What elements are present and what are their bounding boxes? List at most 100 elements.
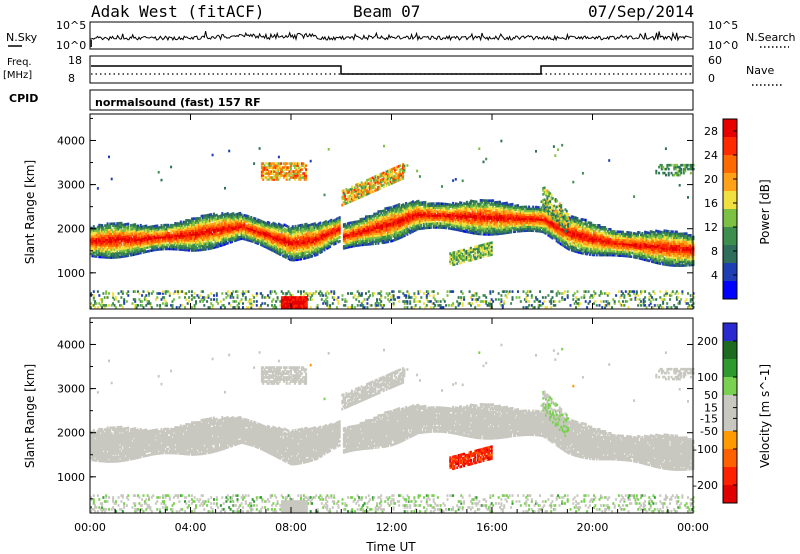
nave-tick-top: 60 [708,54,722,67]
power-cell [426,304,428,307]
power-cell [489,290,491,293]
power-cell [234,306,236,309]
power-cell [492,300,494,303]
power-cell [452,290,454,293]
power-cell [241,213,243,216]
power-cell [393,290,395,293]
power-cell [405,294,407,297]
power-cell [191,290,193,293]
power-cell [245,296,247,299]
power-cell [329,304,331,307]
power-cell [364,306,366,309]
power-cell [498,298,500,301]
power-cell [452,179,454,182]
power-cell [326,300,328,303]
power-cell [339,236,341,239]
power-cell [127,223,129,226]
power-cell [127,294,129,297]
power-cell [441,185,443,188]
power-cell [96,302,98,305]
power-cell [459,302,461,305]
power-cell [216,292,218,295]
power-cell [500,298,502,301]
power-cell [185,298,187,301]
power-cell [357,304,359,307]
power-cell [206,300,208,303]
power-cell [369,294,371,297]
power-cell [108,292,110,295]
power-cell [172,304,174,307]
nave-tick-bottom: 0 [708,72,715,85]
power-cell [366,306,368,309]
power-cell [424,201,426,204]
power-cell [447,294,449,297]
power-cell [351,292,353,295]
power-cell [371,304,373,307]
power-cell [478,304,480,307]
power-cell [170,166,172,169]
power-cell [419,300,421,303]
power-cell [406,300,408,303]
power-cell [145,294,147,297]
power-cell [224,306,226,309]
power-cell [253,300,255,303]
power-cell [393,302,395,305]
power-cell [208,294,210,297]
power-cell [423,292,425,295]
power-cell [223,298,225,301]
power-cell [256,300,258,303]
power-cell [188,290,190,293]
power-cell [478,147,480,150]
power-cell [194,292,196,295]
power-cell [176,306,178,309]
power-cell [256,292,258,295]
power-cell [227,294,229,297]
power-cell [138,292,140,295]
power-cell [241,298,243,301]
power-cell [282,292,284,295]
power-cell [254,217,256,220]
power-cell [442,306,444,309]
power-cell [107,296,109,299]
power-cell [94,306,96,309]
power-cell [333,290,335,293]
power-cell [166,302,168,305]
power-cell [122,306,124,309]
power-cell [118,300,120,303]
power-cell [460,296,462,299]
power-cell [238,306,240,309]
power-cell [237,290,239,293]
power-cell [268,296,270,299]
power-cell [427,290,429,293]
power-cell [415,296,417,299]
power-cell [132,302,134,305]
power-cell [178,296,180,299]
power-cell [148,292,150,295]
power-cell [411,296,413,299]
power-cell [134,290,136,293]
power-cell [143,290,145,293]
power-cell [393,294,395,297]
nsearch-label: N.Search [746,31,796,44]
power-cell [433,294,435,297]
power-cell [194,296,196,299]
power-cell [471,302,473,305]
power-cell [498,292,500,295]
power-cell [159,292,161,295]
power-cell [376,298,378,301]
power-cell [199,294,201,297]
power-cell [339,240,341,243]
power-cell [126,300,128,303]
power-cell [115,306,117,309]
power-cell [447,290,449,293]
power-cell [310,306,312,309]
power-cell [93,290,95,293]
power-cell [444,300,446,303]
power-cell [337,300,339,303]
power-cell [277,296,279,299]
power-cell [188,296,190,299]
nsky-series [90,31,692,40]
power-cell [115,296,117,299]
power-cell [169,292,171,295]
power-cell [333,296,335,299]
